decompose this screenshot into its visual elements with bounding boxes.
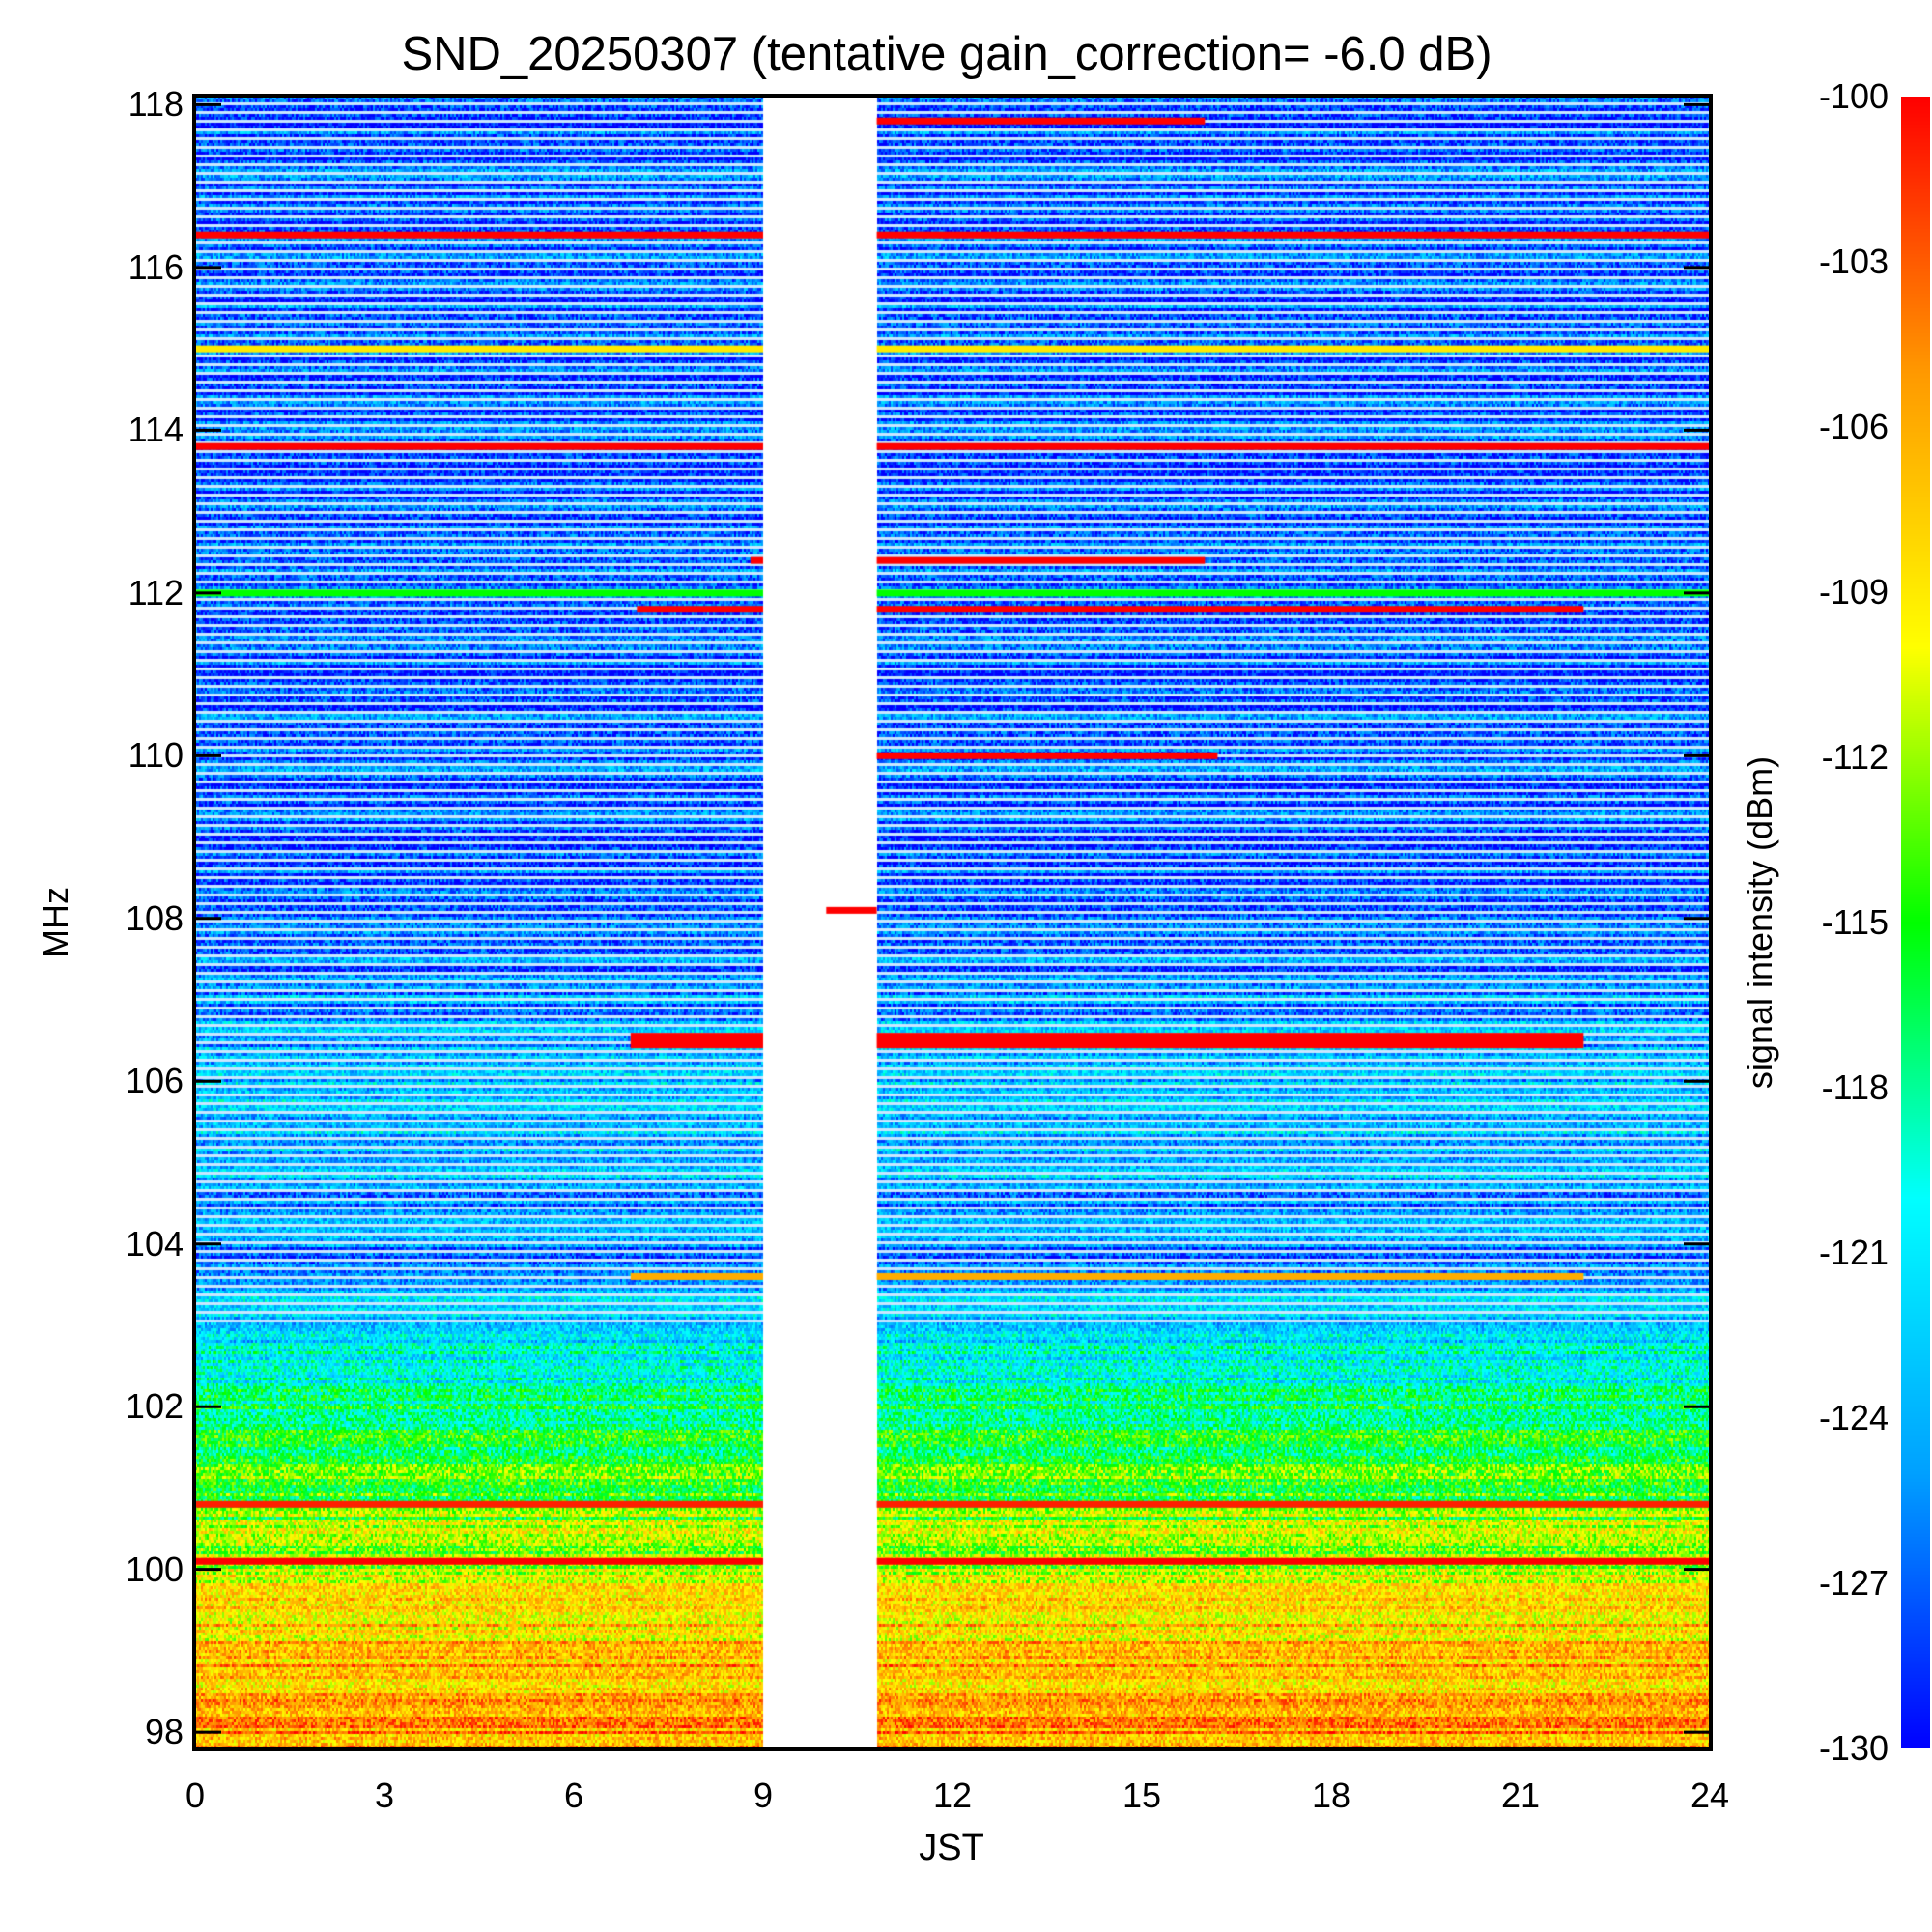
x-tick-label: 3: [374, 1776, 395, 1815]
x-tick-label: 6: [563, 1776, 584, 1815]
colorbar-tick-label: -106: [1818, 407, 1889, 446]
x-tick-label: 24: [1690, 1776, 1730, 1815]
x-tick-label: 21: [1500, 1776, 1541, 1815]
y-tick-label: 118: [128, 84, 184, 125]
x-axis-label: JST: [919, 1828, 984, 1868]
x-tick-label: 12: [932, 1776, 973, 1815]
colorbar-tick-label: -130: [1818, 1728, 1889, 1768]
colorbar-tick-label: -103: [1818, 242, 1889, 281]
colorbar-tick-label: -100: [1818, 76, 1889, 116]
x-tick-label: 0: [185, 1776, 206, 1815]
colorbar: [1901, 97, 1930, 1748]
colorbar-tick-label: -109: [1818, 572, 1889, 611]
y-tick-label: 110: [128, 735, 184, 776]
colorbar-tick-label: -115: [1821, 902, 1889, 942]
y-tick-label: 100: [125, 1548, 184, 1589]
y-tick-label: 106: [125, 1061, 184, 1101]
colorbar-tick-label: -118: [1821, 1067, 1889, 1107]
spectrogram-heatmap: [195, 97, 1710, 1748]
y-tick-label: 116: [128, 246, 184, 287]
colorbar-tick-label: -127: [1818, 1563, 1889, 1603]
colorbar-tick-label: -121: [1818, 1233, 1889, 1272]
chart-title: SND_20250307 (tentative gain_correction=…: [401, 28, 1492, 80]
y-tick-label: 98: [144, 1712, 184, 1752]
x-tick-label: 18: [1311, 1776, 1351, 1815]
y-tick-label: 102: [125, 1386, 184, 1427]
x-tick-label: 15: [1122, 1776, 1162, 1815]
x-tick-label: 9: [753, 1776, 774, 1815]
colorbar-tick-label: -112: [1821, 737, 1889, 777]
y-tick-label: 104: [125, 1223, 184, 1264]
y-tick-label: 108: [125, 897, 184, 938]
colorbar-tick-label: -124: [1818, 1398, 1889, 1437]
y-tick-label: 112: [128, 572, 184, 612]
y-tick-label: 114: [128, 410, 184, 450]
y-axis-label: MHz: [36, 887, 75, 958]
